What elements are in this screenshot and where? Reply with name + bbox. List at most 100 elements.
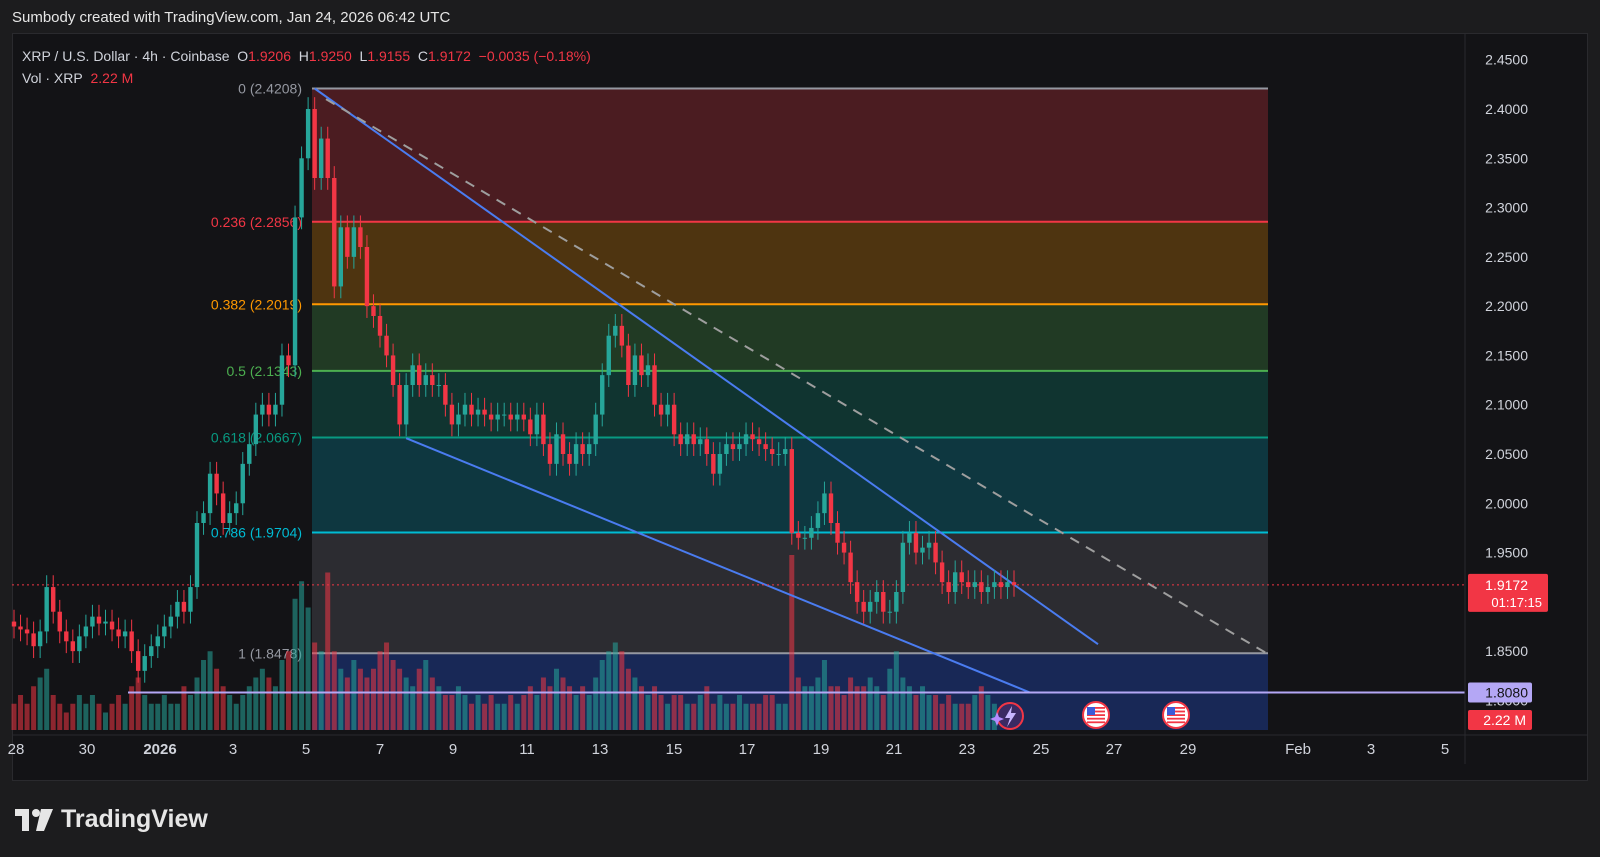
volume-bar: [129, 686, 135, 730]
x-tick-label: 3: [229, 741, 237, 758]
volume-bar: [880, 695, 886, 730]
y-tick-label: 2.2000: [1485, 298, 1528, 314]
candle-body: [155, 636, 160, 647]
volume-bar: [665, 703, 671, 730]
candle-body: [796, 532, 801, 538]
volume-bar: [207, 651, 213, 730]
lightning-icon: [990, 702, 1024, 730]
volume-bar: [495, 703, 501, 730]
y-tick-label: 2.3000: [1485, 200, 1528, 216]
candle-body: [881, 592, 886, 612]
candle-body: [175, 601, 180, 617]
volume-bar: [44, 668, 50, 730]
legend-symbol[interactable]: XRP / U.S. Dollar · 4h · Coinbase: [22, 48, 230, 64]
volume-bar: [148, 703, 154, 730]
legend-high-value: 1.9250: [308, 48, 352, 64]
event-markers[interactable]: [990, 701, 1190, 730]
legend-volume-label[interactable]: Vol · XRP: [22, 70, 83, 86]
x-tick-label: 11: [519, 741, 535, 758]
candle-body: [809, 527, 814, 538]
candle-body: [456, 414, 461, 425]
x-tick-label: 19: [813, 741, 830, 758]
volume-bar: [116, 695, 122, 730]
candle-body: [580, 444, 585, 454]
fib-retracement[interactable]: 0 (2.4208) 0.236 (2.2856) 0.382 (2.2019) 0.…: [211, 80, 1268, 730]
volume-bar: [789, 555, 795, 730]
volume-bar: [357, 668, 363, 730]
candle-body: [240, 463, 245, 504]
candle-body: [665, 404, 670, 415]
volume-bar: [991, 703, 997, 730]
y-tick-label: 2.0000: [1485, 495, 1528, 511]
volume-bar: [848, 677, 854, 730]
volume-bar: [455, 686, 461, 730]
volume-bar: [442, 695, 448, 730]
volume-bar: [390, 660, 396, 730]
candle-body: [763, 444, 768, 450]
volume-bar: [632, 677, 638, 730]
volume-bar: [475, 695, 481, 730]
legend-c-label: C: [417, 48, 429, 64]
volume-bar: [756, 703, 762, 730]
support-price-badge: [1468, 682, 1532, 703]
candle-body: [979, 582, 984, 592]
candle-body: [44, 587, 49, 632]
candle-body: [227, 513, 232, 523]
candle-body: [37, 631, 43, 647]
fib-zone: [312, 88, 1268, 222]
candle-body: [554, 434, 559, 464]
volume-bar: [181, 686, 187, 730]
volume-bar: [678, 695, 684, 730]
volume-bar: [887, 668, 893, 730]
volume-bar: [828, 686, 834, 730]
y-tick-label: 2.1000: [1485, 397, 1528, 413]
candle-body: [613, 325, 618, 336]
trendlines[interactable]: [12, 87, 1465, 694]
candle-body: [848, 552, 853, 583]
volume-bar: [50, 695, 56, 730]
x-tick-label: 29: [1180, 741, 1197, 758]
candle-body: [194, 523, 200, 588]
candle-body: [802, 537, 808, 539]
volume-bar: [612, 642, 618, 730]
volume-bar: [253, 677, 259, 730]
candle-body: [567, 454, 572, 464]
volume-bar: [279, 660, 285, 730]
candle-body: [861, 601, 866, 612]
volume-bar: [168, 703, 174, 730]
volume-bar: [867, 677, 873, 730]
volume-bar: [730, 703, 736, 730]
candle-body: [743, 434, 749, 445]
y-tick-label: 2.2500: [1485, 249, 1528, 265]
candle-body: [384, 335, 389, 356]
y-tick-label: 2.4500: [1485, 52, 1528, 68]
candle-body: [534, 414, 540, 435]
volume-bar: [312, 642, 318, 730]
candle-body: [815, 513, 821, 528]
candle-body: [645, 365, 651, 376]
candle-body: [874, 592, 879, 602]
candle-body: [717, 454, 723, 474]
volume-bar: [508, 695, 514, 730]
volume-bar: [900, 677, 906, 730]
volume-bar: [619, 651, 625, 730]
chart-legend: XRP / U.S. Dollar · 4h · Coinbase O1.920…: [22, 45, 591, 89]
volume-bar: [769, 695, 775, 730]
candle-body: [920, 547, 925, 553]
candle-body: [528, 419, 533, 435]
candle-body: [273, 404, 278, 415]
candle-body: [443, 385, 448, 405]
volume-bar: [416, 668, 422, 730]
volume-bar: [135, 677, 141, 730]
candle-body: [658, 404, 664, 415]
candle-body: [939, 562, 945, 583]
volume-bar: [24, 703, 30, 730]
volume-bar: [593, 677, 599, 730]
candle-body: [586, 444, 592, 454]
volume-bar: [684, 703, 690, 730]
volume-bar: [652, 686, 658, 730]
volume-bar: [521, 695, 527, 730]
volume-bar: [913, 695, 919, 730]
volume-bar: [364, 677, 370, 730]
